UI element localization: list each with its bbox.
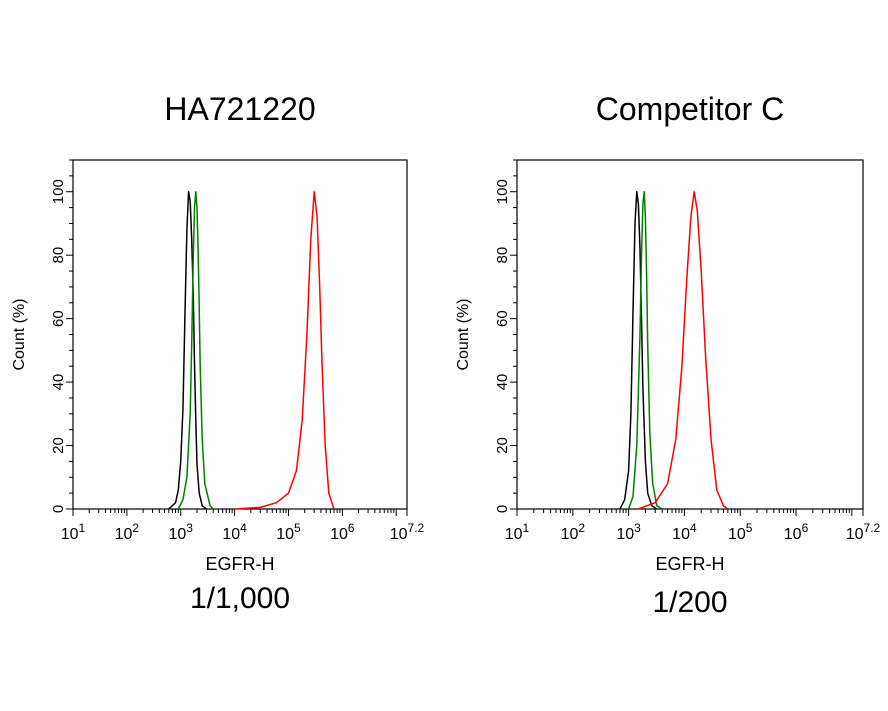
- y-tick-label: 40: [50, 374, 67, 391]
- x-tick-label: 104: [672, 521, 697, 543]
- panel-competitor-c: Competitor C 0 20 40 60 80 100 Count (%) 101 102 1…: [455, 91, 881, 619]
- x-tick-label: 101: [61, 521, 86, 543]
- x-tick-label: 101: [505, 521, 530, 543]
- plot-frame: [516, 159, 864, 510]
- x-axis-label: EGFR-H: [206, 554, 275, 574]
- x-tick-label: 102: [561, 521, 586, 543]
- dilution-label: 1/200: [652, 586, 727, 619]
- x-tick-label: 105: [276, 521, 301, 543]
- y-tick-label: 20: [494, 437, 511, 454]
- y-tick-label: 100: [50, 179, 67, 204]
- series-line-egfr-red: [638, 190, 729, 510]
- y-tick-label: 60: [494, 310, 511, 327]
- chart-title: Competitor C: [596, 91, 785, 127]
- x-tick-label: 104: [222, 521, 247, 543]
- y-axis-label: Count (%): [455, 298, 472, 370]
- y-tick-label: 100: [494, 179, 511, 204]
- y-tick-label: 0: [50, 505, 67, 513]
- y-tick-label: 40: [494, 374, 511, 391]
- panel-ha721220: HA721220 0 20 40 60 80 100 Count (%) 101 102 103 10…: [11, 91, 425, 615]
- x-tick-label: 106: [784, 521, 809, 543]
- chart-title: HA721220: [164, 91, 315, 127]
- y-axis-label: Count (%): [11, 298, 28, 370]
- y-tick-label: 60: [50, 310, 67, 327]
- y-tick-label: 80: [494, 247, 511, 264]
- y-tick-label: 0: [494, 505, 511, 513]
- x-tick-label: 106: [330, 521, 355, 543]
- x-tick-label: 107.2: [390, 521, 425, 543]
- x-tick-label: 102: [115, 521, 140, 543]
- series-line-blank-green: [627, 190, 663, 510]
- x-tick-label: 107.2: [846, 521, 881, 543]
- y-tick-label: 80: [50, 247, 67, 264]
- series-line-egfr-red: [234, 190, 335, 510]
- x-tick-label: 103: [616, 521, 641, 543]
- x-tick-label: 103: [168, 521, 193, 543]
- series-line-blank-green: [177, 190, 214, 510]
- dilution-label: 1/1,000: [190, 582, 290, 615]
- x-axis-label: EGFR-H: [656, 554, 725, 574]
- x-tick-label: 105: [728, 521, 753, 543]
- series-line-isotype-black: [619, 190, 658, 510]
- series-line-isotype-black: [168, 190, 207, 510]
- y-tick-label: 20: [50, 437, 67, 454]
- plot-frame: [72, 159, 408, 510]
